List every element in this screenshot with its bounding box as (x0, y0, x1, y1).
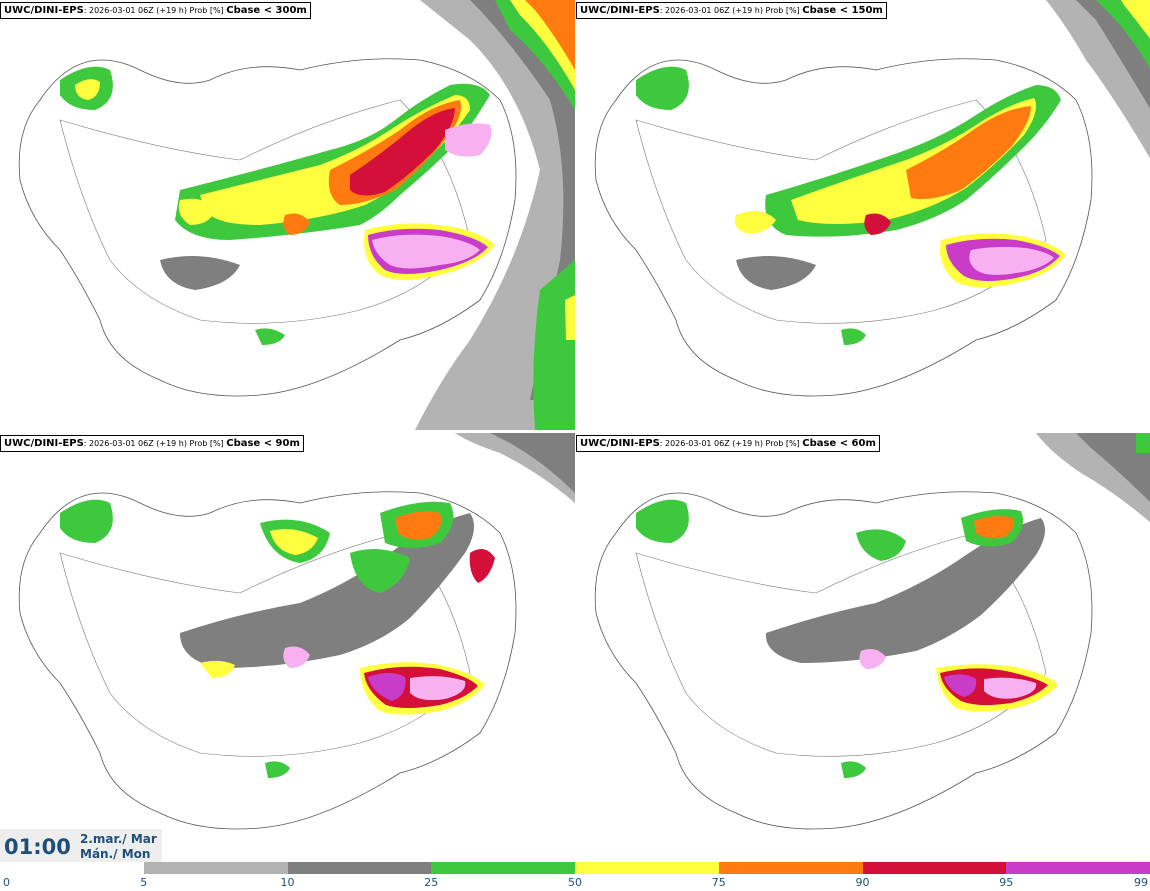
colorbar-ticks: 0 5 10 25 50 75 90 95 99 (0, 876, 1150, 891)
probability-map (18, 0, 575, 430)
valid-date-line1: 2.mar./ Mar (80, 832, 157, 846)
variable-name: Cbase < 60m (802, 438, 876, 449)
variable-name: Cbase < 90m (226, 438, 300, 449)
valid-date-line2: Mán./ Mon (80, 847, 151, 861)
colorbar-tick-label: 99 (1134, 876, 1148, 889)
colorbar-tick-label: 95 (999, 876, 1014, 889)
panel-title: UWC/DINI-EPS: 2026-03-01 06Z (+19 h) Pro… (576, 435, 880, 452)
panel-title: UWC/DINI-EPS: 2026-03-01 06Z (+19 h) Pro… (0, 435, 304, 452)
map-panel-cbase-150: UWC/DINI-EPS: 2026-03-01 06Z (+19 h) Pro… (576, 0, 1150, 430)
panel-title: UWC/DINI-EPS: 2026-03-01 06Z (+19 h) Pro… (576, 2, 887, 19)
colorbar-segment (287, 862, 432, 874)
colorbar-tick-label: 90 (855, 876, 870, 889)
map-panel-cbase-300: UWC/DINI-EPS: 2026-03-01 06Z (+19 h) Pro… (0, 0, 575, 430)
run-info: : 2026-03-01 06Z (+19 h) Prob [%] (83, 6, 227, 15)
variable-name: Cbase < 150m (802, 5, 883, 16)
colorbar-tick-label: 75 (711, 876, 726, 889)
model-name: UWC/DINI-EPS (580, 438, 660, 449)
colorbar-segment (0, 862, 144, 874)
colorbar-segment (143, 862, 288, 874)
variable-name: Cbase < 300m (226, 5, 307, 16)
colorbar-segment (718, 862, 863, 874)
panel-title: UWC/DINI-EPS: 2026-03-01 06Z (+19 h) Pro… (0, 2, 311, 19)
model-name: UWC/DINI-EPS (580, 5, 660, 16)
probability-map (594, 433, 1150, 830)
colorbar-segment (862, 862, 1007, 874)
map-panel-cbase-60: UWC/DINI-EPS: 2026-03-01 06Z (+19 h) Pro… (576, 433, 1150, 863)
run-info: : 2026-03-01 06Z (+19 h) Prob [%] (659, 6, 803, 15)
colorbar-tick-label: 10 (280, 876, 295, 889)
model-name: UWC/DINI-EPS (4, 438, 84, 449)
colorbar-segment (575, 862, 719, 874)
colorbar-segment (431, 862, 576, 874)
colorbar-segment (1006, 862, 1150, 874)
probability-map (594, 0, 1150, 397)
colorbar (0, 862, 1150, 874)
valid-time-clock: 01:00 (4, 835, 71, 859)
valid-time-box: 01:00 2.mar./ Mar Mán./ Mon (0, 829, 162, 863)
probability-map (18, 433, 575, 830)
colorbar-tick-label: 50 (568, 876, 582, 889)
colorbar-tick-label: 25 (424, 876, 439, 889)
model-name: UWC/DINI-EPS (4, 5, 84, 16)
run-info: : 2026-03-01 06Z (+19 h) Prob [%] (83, 439, 227, 448)
colorbar-tick-label: 0 (3, 876, 10, 889)
map-panel-cbase-90: UWC/DINI-EPS: 2026-03-01 06Z (+19 h) Pro… (0, 433, 575, 863)
colorbar-tick-label: 5 (140, 876, 148, 889)
run-info: : 2026-03-01 06Z (+19 h) Prob [%] (659, 439, 803, 448)
